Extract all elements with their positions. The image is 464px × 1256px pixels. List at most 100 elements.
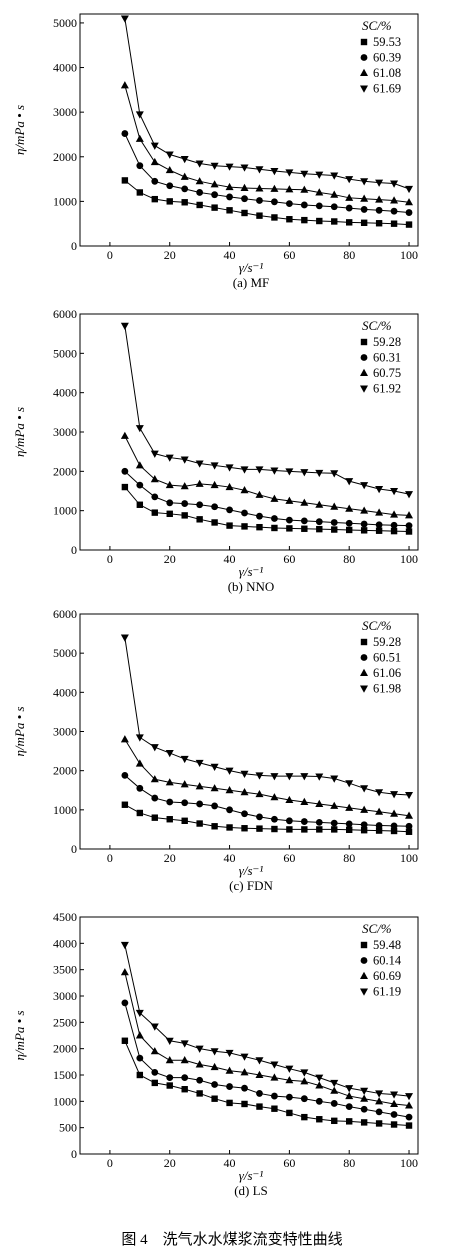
triangle-down-marker [150, 142, 159, 150]
x-axis-label: γ/s⁻¹ [239, 1168, 264, 1183]
circle-marker [285, 516, 293, 524]
square-marker [166, 198, 173, 205]
legend-entry-label: 60.75 [373, 366, 401, 380]
triangle-up-marker [120, 431, 129, 439]
triangle-up-marker [195, 479, 204, 487]
y-tick-label: 4000 [53, 936, 77, 950]
circle-marker [256, 197, 263, 204]
series-line [124, 944, 410, 1097]
triangle-down-marker [405, 791, 414, 800]
circle-marker [121, 771, 129, 779]
triangle-up-marker [270, 494, 279, 502]
x-tick-label: 100 [400, 248, 418, 262]
series-61.98 [120, 634, 414, 800]
triangle-up-marker [270, 184, 279, 192]
y-tick-label: 2000 [53, 464, 77, 478]
y-tick-label: 2500 [53, 1015, 77, 1029]
circle-marker [241, 1084, 248, 1092]
legend-entry-label: 61.69 [373, 82, 401, 96]
circle-marker [211, 1081, 219, 1088]
legend-triangle-up-marker [360, 971, 368, 979]
panel-subtitle: (b) NNO [228, 579, 275, 594]
triangle-up-marker [195, 782, 204, 790]
y-tick-label: 0 [71, 1147, 77, 1161]
circle-marker [256, 813, 263, 821]
legend-triangle-up-marker [360, 68, 368, 76]
triangle-down-marker [270, 467, 279, 475]
square-marker [136, 1071, 144, 1079]
circle-marker [271, 815, 278, 823]
triangle-up-marker [240, 788, 249, 796]
circle-marker [345, 820, 353, 828]
series-line [124, 435, 410, 516]
triangle-up-marker [375, 508, 384, 516]
x-tick-label: 20 [164, 1156, 176, 1170]
series-60.39 [121, 130, 413, 216]
triangle-down-marker [195, 1045, 204, 1053]
triangle-down-marker [285, 1065, 294, 1073]
square-marker [151, 509, 158, 516]
legend-entry-label: 61.06 [373, 666, 401, 680]
panel-subtitle: (d) LS [234, 1183, 268, 1198]
triangle-up-marker [405, 811, 414, 819]
x-tick-label: 80 [343, 248, 355, 262]
square-marker [226, 824, 233, 831]
triangle-up-marker [225, 1066, 234, 1074]
triangle-up-marker [240, 1068, 249, 1076]
series-61.08 [120, 81, 414, 206]
square-marker [286, 826, 293, 833]
y-tick-label: 4000 [53, 61, 77, 75]
y-tick-label: 5000 [53, 16, 77, 30]
y-tick-label: 4000 [53, 685, 77, 699]
circle-marker [315, 1097, 323, 1105]
legend-title: SC/% [362, 18, 392, 33]
series-61.06 [120, 735, 414, 819]
square-marker [136, 501, 144, 508]
triangle-up-marker [390, 1099, 399, 1107]
y-tick-label: 5000 [53, 646, 77, 660]
square-marker [301, 1113, 308, 1121]
y-tick-label: 3000 [53, 725, 77, 739]
square-marker [136, 809, 144, 817]
circle-marker [300, 1095, 308, 1103]
square-marker [271, 1105, 278, 1112]
square-marker [301, 216, 308, 224]
triangle-up-marker [360, 506, 369, 514]
triangle-down-marker [345, 780, 354, 788]
triangle-down-marker [240, 1053, 249, 1061]
legend-entry-label: 59.28 [373, 335, 401, 349]
triangle-down-marker [255, 772, 264, 780]
triangle-down-marker [315, 773, 324, 781]
legend-circle-marker [360, 957, 368, 964]
triangle-down-marker [120, 941, 129, 950]
square-marker [316, 525, 323, 533]
square-marker [331, 526, 338, 533]
circle-marker [241, 509, 248, 517]
series-line [124, 325, 410, 495]
square-marker [181, 817, 188, 824]
legend-entry-label: 60.39 [373, 51, 401, 65]
square-marker [301, 525, 308, 532]
legend-entry-label: 59.53 [373, 35, 401, 49]
triangle-up-marker [120, 735, 129, 743]
triangle-up-marker [330, 1086, 339, 1094]
circle-marker [315, 818, 323, 826]
triangle-up-marker [180, 780, 189, 788]
square-marker [121, 483, 129, 491]
square-marker [405, 528, 413, 535]
circle-marker [211, 191, 219, 199]
x-tick-label: 100 [400, 552, 418, 566]
circle-marker [390, 207, 398, 215]
square-marker [211, 519, 218, 526]
triangle-up-marker [300, 797, 309, 805]
square-marker [166, 1082, 173, 1089]
triangle-up-marker [120, 81, 129, 89]
triangle-down-marker [390, 791, 399, 799]
triangle-up-marker [390, 196, 399, 204]
circle-marker [136, 481, 144, 489]
circle-marker [300, 517, 308, 525]
square-marker [256, 825, 263, 832]
square-marker [121, 177, 129, 184]
triangle-down-marker [135, 734, 144, 742]
